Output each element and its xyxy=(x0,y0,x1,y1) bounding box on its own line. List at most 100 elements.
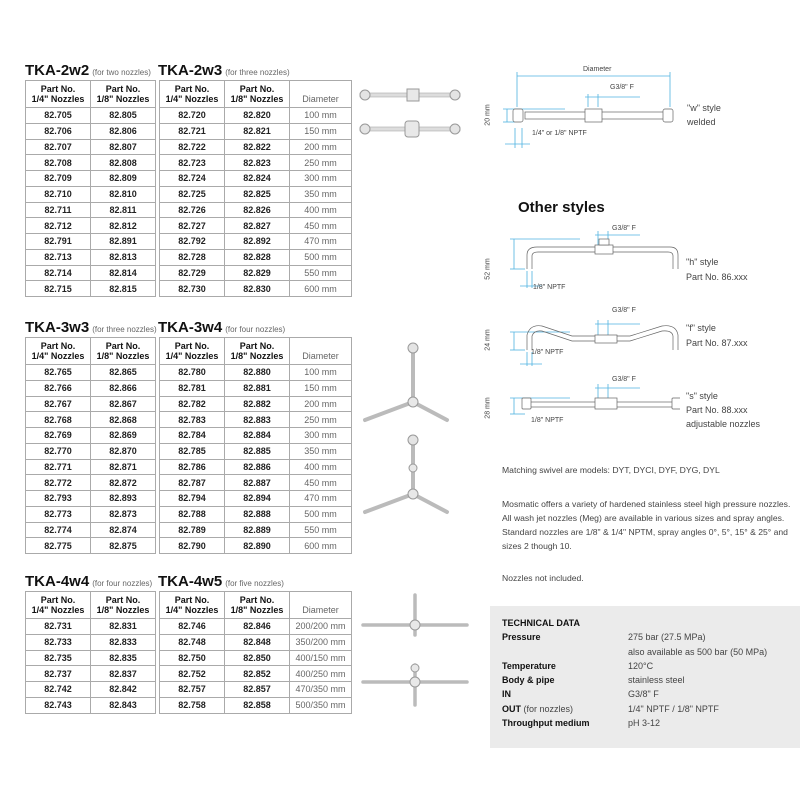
part-number-cell: 82.852 xyxy=(224,665,290,682)
table-row: 82.789 82.889 550 mm xyxy=(159,521,352,539)
part-number-cell: 82.857 xyxy=(224,681,290,698)
table-row: 82.782 82.882 200 mm xyxy=(159,395,352,413)
table-row: 82.707 82.807 xyxy=(25,138,156,156)
part-number-cell: 82.707 xyxy=(25,138,91,156)
model-name: TKA-4w4 xyxy=(25,573,90,590)
table-row: 82.794 82.894 470 mm xyxy=(159,490,352,507)
diameter-cell: 250 mm xyxy=(289,154,352,171)
part-number-cell: 82.812 xyxy=(90,217,156,234)
part-number-cell: 82.888 xyxy=(224,505,290,523)
part-number-cell: 82.837 xyxy=(90,665,156,682)
header-line: 1/8" Nozzles xyxy=(96,351,150,361)
block-titles: TKA-4w4 (for four nozzles) TKA-4w5 (for fiv… xyxy=(25,573,352,591)
part-number-cell: 82.788 xyxy=(159,505,225,523)
diameter-cell: 300 mm xyxy=(289,427,352,444)
header-line: 1/8" Nozzles xyxy=(96,605,150,615)
diameter-cell: 150 mm xyxy=(289,122,352,140)
header-line: 1/4" Nozzles xyxy=(165,94,219,104)
diameter-cell: 250 mm xyxy=(289,411,352,428)
table-row: 82.766 82.866 xyxy=(25,379,156,397)
s-adjustable-label: adjustable nozzles xyxy=(686,419,761,429)
part-number-cell: 82.846 xyxy=(224,618,290,635)
technical-key: OUT (for nozzles) xyxy=(502,702,628,716)
key-note: (for nozzles) xyxy=(523,703,574,714)
nozzles-not-included-text: Nozzles not included. xyxy=(502,573,584,583)
header-line: Part No. xyxy=(40,595,76,605)
part-number-cell: 82.858 xyxy=(224,696,290,714)
header-line: 1/4" Nozzles xyxy=(165,605,219,615)
model-note: (for two nozzles) xyxy=(92,68,151,77)
table-row: 82.787 82.887 450 mm xyxy=(159,474,352,491)
table-row: 82.784 82.884 300 mm xyxy=(159,427,352,444)
part-number-cell: 82.769 xyxy=(25,427,91,444)
s-inlet-label: G3/8" F xyxy=(612,376,636,383)
part-number-cell: 82.825 xyxy=(224,185,290,203)
column-header: Part No. 1/8" Nozzles xyxy=(90,80,156,108)
header-row: Part No. 1/4" Nozzles Part No. 1/8" Nozzles xyxy=(25,337,156,365)
technical-value: also available as 500 bar (50 MPa) xyxy=(628,646,768,657)
technical-key: IN xyxy=(502,687,628,701)
part-number-cell: 82.882 xyxy=(224,395,290,413)
table-row: 82.729 82.829 550 mm xyxy=(159,264,352,282)
part-number-cell: 82.726 xyxy=(159,201,225,219)
diameter-cell: 470 mm xyxy=(289,490,352,507)
part-number-cell: 82.727 xyxy=(159,217,225,234)
swivel-text: Matching swivel are models: DYT, DYCI, D… xyxy=(502,465,720,475)
part-number-cell: 82.787 xyxy=(159,474,225,491)
model-note: (for three nozzles) xyxy=(225,68,290,77)
diameter-cell: 470/350 mm xyxy=(289,681,352,698)
part-number-cell: 82.822 xyxy=(224,138,290,156)
part-number-cell: 82.893 xyxy=(90,490,156,507)
technical-data-panel: TECHNICAL DATA Pressure 275 bar (27.5 MPa… xyxy=(490,606,800,748)
diameter-cell: 500 mm xyxy=(289,248,352,266)
part-number-cell: 82.826 xyxy=(224,201,290,219)
table-row: 82.714 82.814 xyxy=(25,264,156,282)
table-row: 82.770 82.870 xyxy=(25,442,156,460)
table-row: 82.711 82.811 xyxy=(25,201,156,219)
part-number-cell: 82.807 xyxy=(90,138,156,156)
part-number-cell: 82.814 xyxy=(90,264,156,282)
table-row: 82.748 82.848 350/200 mm xyxy=(159,633,352,651)
tka-2w3-image xyxy=(359,120,461,138)
header-line: Part No. xyxy=(174,595,210,605)
table-row: 82.723 82.823 250 mm xyxy=(159,154,352,171)
part-number-cell: 82.869 xyxy=(90,427,156,444)
h-style-diagram xyxy=(510,231,679,288)
part-number-cell: 82.889 xyxy=(224,521,290,539)
part-number-cell: 82.773 xyxy=(25,505,91,523)
part-number-cell: 82.781 xyxy=(159,379,225,397)
w-height-label: 20 mm xyxy=(484,104,492,126)
part-number-cell: 82.811 xyxy=(90,201,156,219)
f-style-diagram xyxy=(510,320,679,366)
part-number-cell: 82.868 xyxy=(90,411,156,428)
diameter-cell: 200 mm xyxy=(289,395,352,413)
table-row: 82.742 82.842 xyxy=(25,681,156,698)
part-number-cell: 82.806 xyxy=(90,122,156,140)
part-number-cell: 82.866 xyxy=(90,379,156,397)
header-line: 1/8" Nozzles xyxy=(230,351,284,361)
header-line: 1/4" Nozzles xyxy=(165,351,219,361)
column-header: Part No. 1/8" Nozzles xyxy=(224,80,290,108)
part-number-cell: 82.871 xyxy=(90,458,156,476)
part-number-cell: 82.708 xyxy=(25,154,91,171)
h-part-label: Part No. 86.xxx xyxy=(686,272,748,282)
header-line: 1/8" Nozzles xyxy=(96,94,150,104)
header-row: Part No. 1/4" Nozzles Part No. 1/8" Nozzles xyxy=(25,591,156,619)
diameter-cell: 550 mm xyxy=(289,264,352,282)
right-model-title: TKA-2w3 (for three nozzles) xyxy=(158,62,290,80)
technical-value: 1/4" NPTF / 1/8" NPTF xyxy=(628,703,719,714)
table-row: 82.775 82.875 xyxy=(25,537,156,554)
part-number-cell: 82.774 xyxy=(25,521,91,539)
technical-key: Pressure xyxy=(502,630,628,644)
table-row: 82.767 82.867 xyxy=(25,395,156,413)
table-row: 82.705 82.805 xyxy=(25,107,156,124)
table-row: 82.737 82.837 xyxy=(25,665,156,682)
part-number-cell: 82.737 xyxy=(25,665,91,682)
header-line: 1/8" Nozzles xyxy=(230,94,284,104)
part-number-cell: 82.827 xyxy=(224,217,290,234)
part-number-cell: 82.883 xyxy=(224,411,290,428)
tka-3w3-image xyxy=(363,342,449,422)
table-row: 82.706 82.806 xyxy=(25,122,156,140)
diameter-cell: 400/250 mm xyxy=(289,665,352,682)
part-number-cell: 82.742 xyxy=(25,681,91,698)
